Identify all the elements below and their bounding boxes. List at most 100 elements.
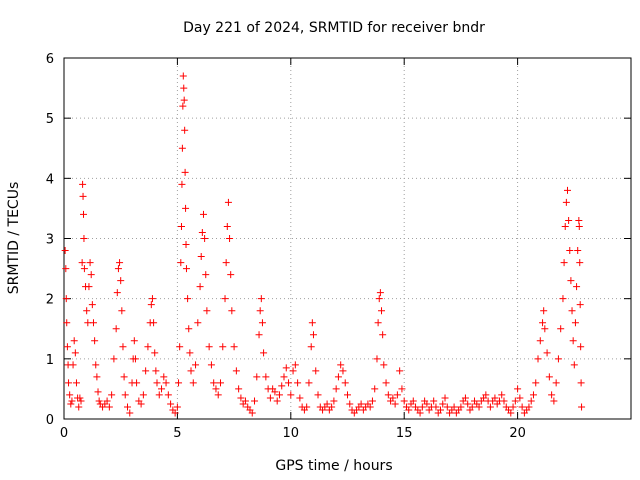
- data-point: [199, 210, 207, 218]
- y-tick-label: 5: [46, 112, 54, 127]
- data-point: [241, 397, 249, 405]
- data-point: [212, 385, 220, 393]
- y-tick-label: 1: [46, 353, 54, 368]
- data-point: [202, 271, 210, 279]
- data-point: [384, 391, 392, 399]
- data-point: [405, 406, 413, 414]
- y-tick-label: 4: [46, 172, 54, 187]
- data-point: [548, 391, 556, 399]
- data-point: [80, 210, 88, 218]
- data-point: [380, 361, 388, 369]
- data-point: [266, 394, 274, 402]
- data-point: [72, 379, 80, 387]
- data-point: [223, 222, 231, 230]
- data-point: [278, 382, 286, 390]
- data-point: [560, 259, 568, 267]
- data-point: [93, 373, 101, 381]
- data-point: [144, 343, 152, 351]
- data-point: [436, 406, 444, 414]
- data-point: [85, 283, 93, 291]
- data-point: [525, 403, 533, 411]
- data-point: [337, 361, 345, 369]
- axes: 0 5 10 15 20 0 1 2 3 4 5 6: [46, 52, 631, 441]
- data-point: [257, 295, 265, 303]
- data-point: [527, 397, 535, 405]
- data-point: [186, 349, 194, 357]
- data-point: [346, 400, 354, 408]
- data-point: [574, 247, 582, 255]
- data-point: [357, 400, 365, 408]
- data-point: [344, 391, 351, 399]
- data-point: [237, 394, 245, 402]
- data-point: [103, 397, 111, 405]
- data-point: [339, 367, 347, 375]
- plot-frame: [63, 57, 632, 420]
- data-point: [559, 295, 567, 303]
- data-point: [203, 307, 211, 315]
- data-point: [108, 391, 116, 399]
- data-point: [248, 409, 256, 417]
- data-point: [158, 385, 166, 393]
- data-point: [536, 337, 544, 345]
- data-point: [94, 388, 102, 396]
- data-point: [181, 168, 189, 176]
- data-point: [226, 235, 234, 242]
- data-point: [89, 319, 97, 327]
- data-point: [139, 391, 147, 399]
- data-point: [119, 343, 127, 351]
- data-point: [80, 235, 88, 242]
- data-point: [148, 295, 156, 303]
- data-point: [185, 325, 193, 333]
- data-point: [77, 397, 85, 405]
- data-point: [230, 343, 238, 351]
- data-point: [179, 102, 187, 110]
- data-point: [80, 265, 88, 273]
- data-point: [196, 283, 204, 291]
- data-point: [416, 409, 424, 417]
- data-point: [576, 259, 584, 267]
- data-point: [160, 373, 168, 381]
- data-point: [552, 379, 560, 387]
- data-point: [545, 373, 553, 381]
- data-point: [253, 373, 261, 381]
- data-point: [189, 379, 197, 387]
- data-point: [389, 394, 397, 402]
- data-point: [539, 319, 547, 327]
- data-point: [151, 349, 159, 357]
- data-point: [541, 325, 549, 333]
- data-point: [432, 403, 440, 411]
- data-point: [328, 403, 336, 411]
- data-point: [341, 379, 349, 387]
- data-point: [95, 397, 103, 405]
- data-point: [87, 271, 95, 279]
- data-point: [575, 216, 583, 224]
- x-tick-label: 0: [60, 426, 68, 441]
- data-point: [578, 403, 586, 411]
- data-point: [62, 265, 70, 273]
- data-point: [375, 295, 383, 303]
- data-point: [116, 259, 124, 267]
- data-point: [182, 204, 190, 212]
- data-point: [219, 343, 227, 351]
- data-point: [371, 385, 379, 393]
- data-point: [309, 331, 317, 339]
- data-point: [491, 394, 499, 402]
- data-point: [180, 96, 188, 104]
- data-point: [330, 397, 338, 405]
- data-point: [400, 397, 408, 405]
- data-point: [323, 400, 331, 408]
- data-point: [171, 409, 179, 417]
- data-point: [121, 391, 129, 399]
- data-point: [182, 265, 190, 273]
- data-point: [86, 259, 94, 267]
- data-point: [69, 361, 77, 369]
- data-point: [378, 307, 386, 315]
- data-point: [71, 349, 79, 357]
- data-point: [221, 295, 229, 303]
- data-point: [178, 144, 186, 152]
- data-point: [303, 403, 311, 411]
- data-point: [569, 337, 577, 345]
- data-point: [79, 192, 87, 200]
- data-point: [507, 409, 515, 417]
- data-point: [332, 385, 340, 393]
